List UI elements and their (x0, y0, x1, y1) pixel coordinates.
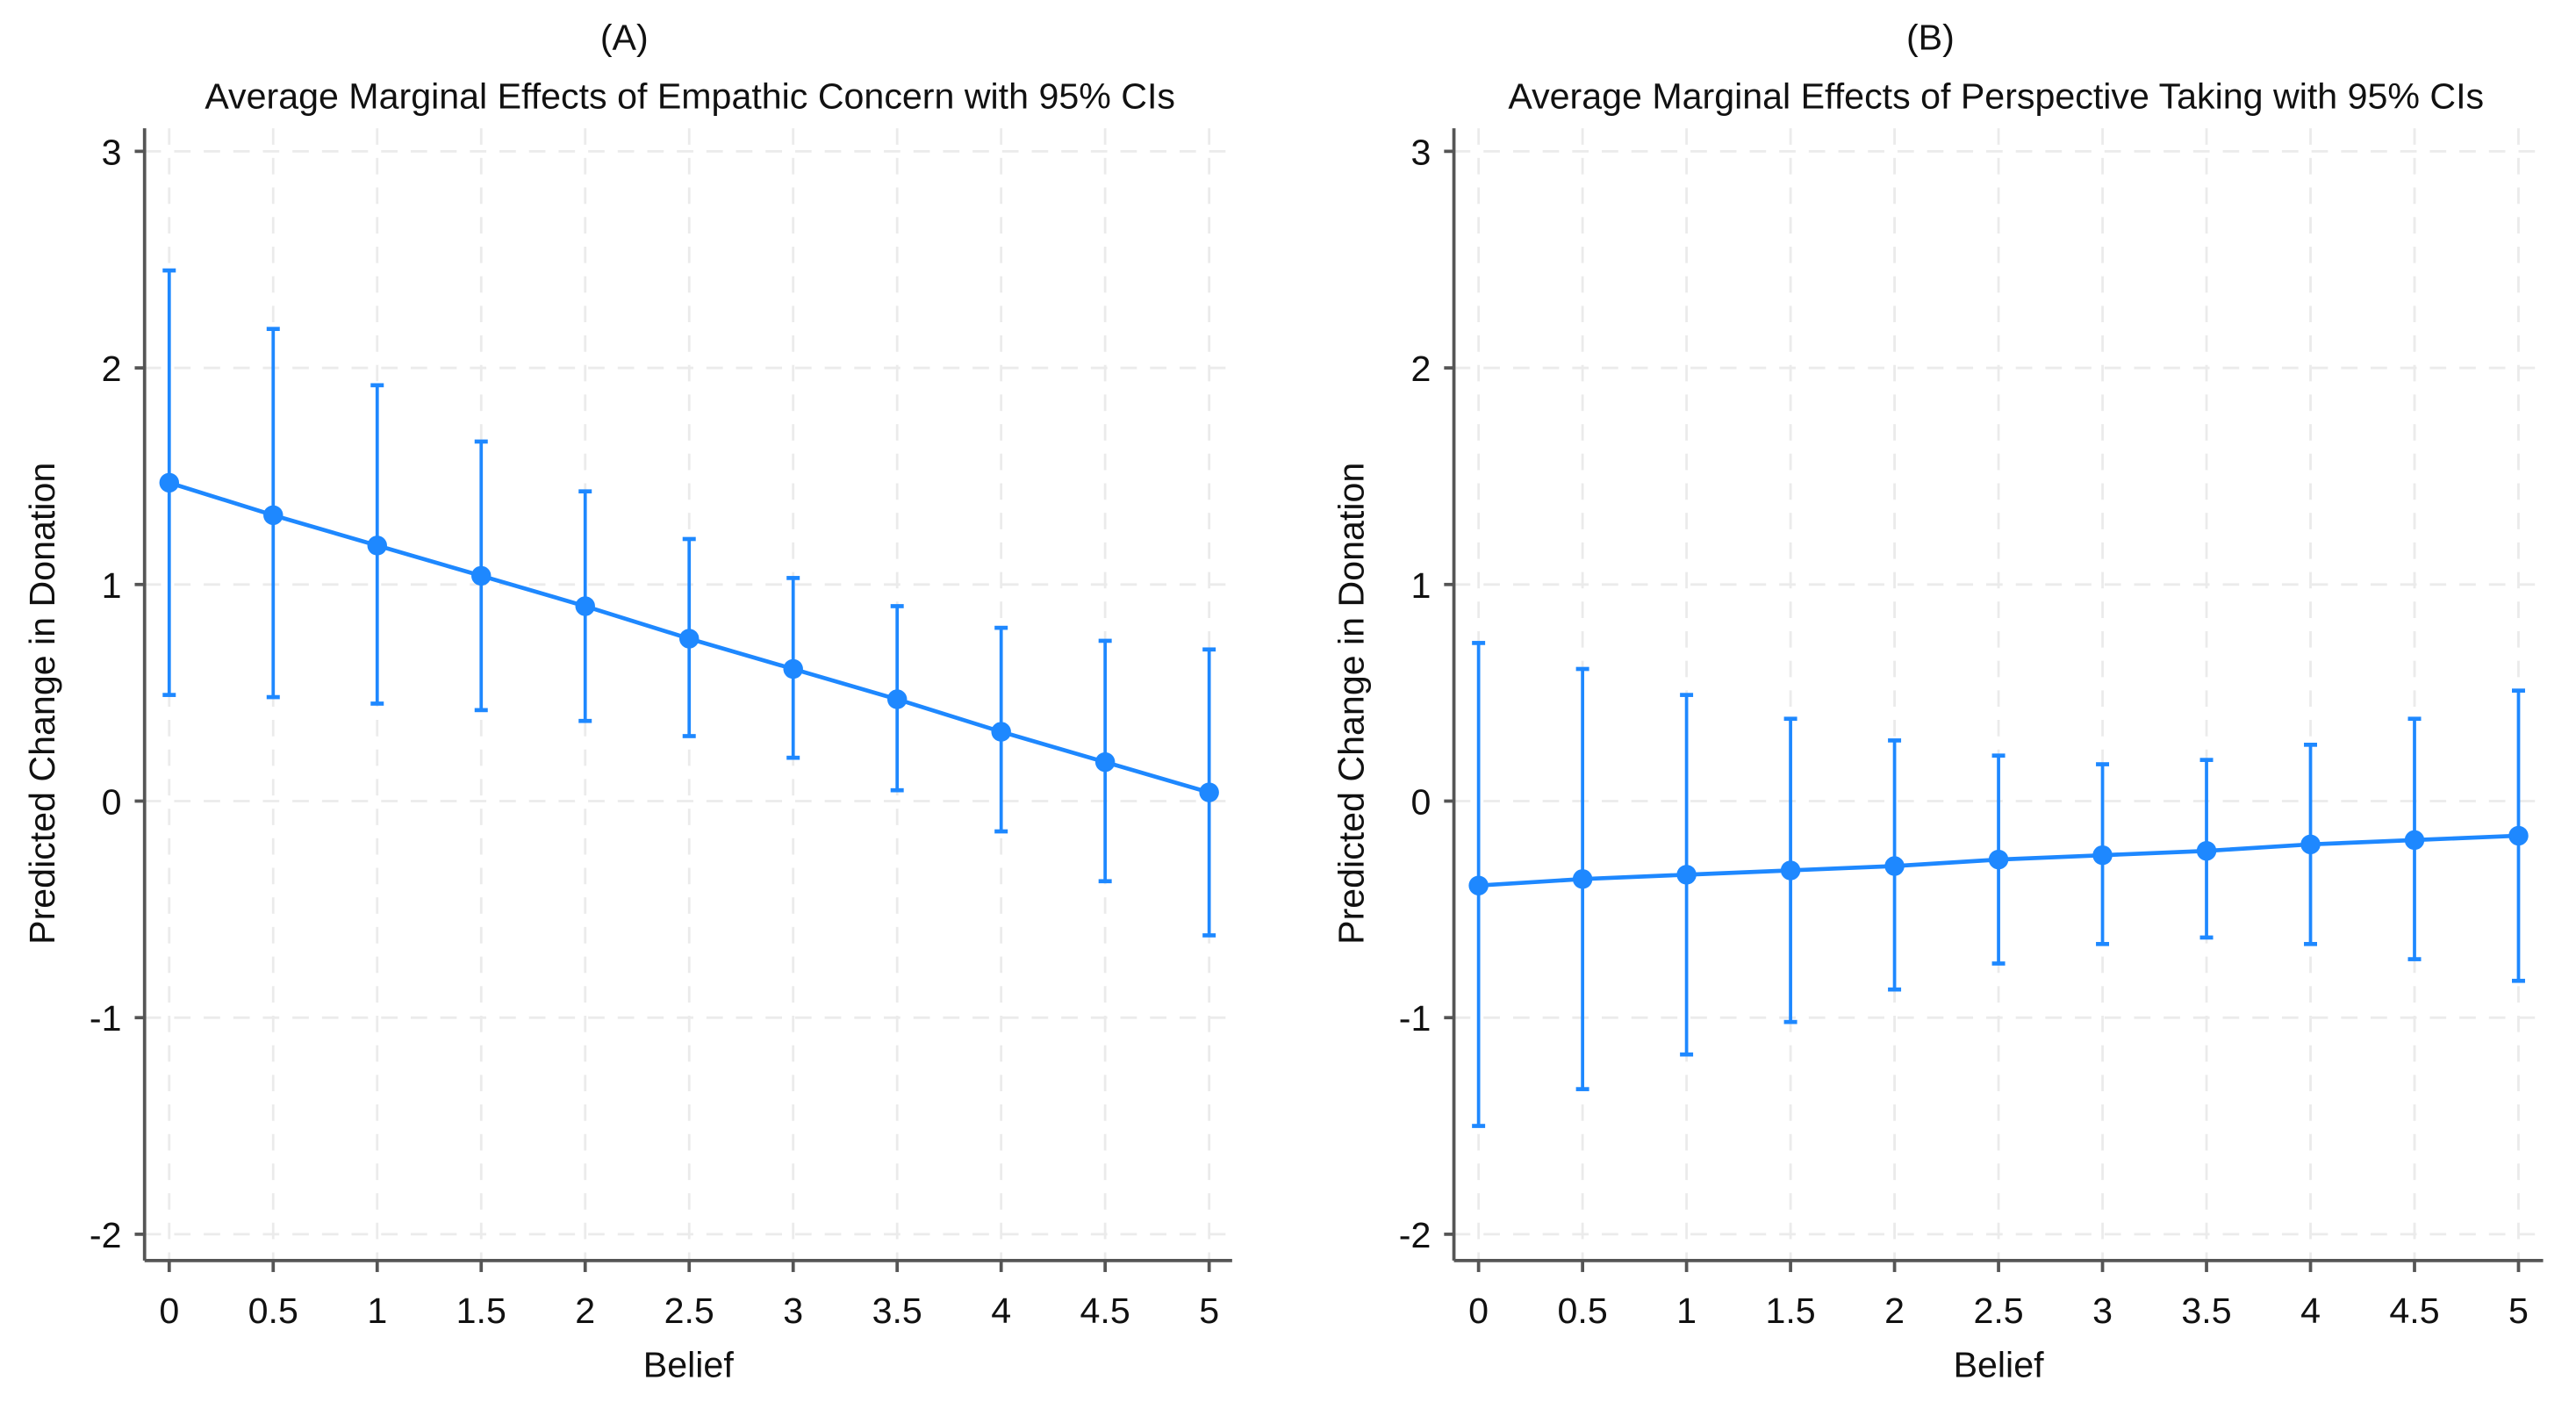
y-tick-label: 3 (1410, 132, 1431, 172)
estimate-point (1988, 849, 2009, 870)
chart-title: Average Marginal Effects of Empathic Con… (205, 76, 1175, 117)
x-tick-label: 2.5 (1973, 1291, 2023, 1331)
estimate-point (678, 629, 700, 649)
chart-panel-a: (A) Average Marginal Effects of Empathic … (22, 17, 1232, 1385)
x-tick-label: 3 (2092, 1291, 2113, 1331)
x-tick-label: 1.5 (1765, 1291, 1815, 1331)
x-tick-label: 0.5 (1558, 1291, 1608, 1331)
x-tick-label: 4 (2300, 1291, 2321, 1331)
estimate-point (2092, 845, 2113, 866)
estimate-point (1199, 782, 1219, 802)
y-tick-label: -2 (1399, 1215, 1432, 1255)
estimate-point (1676, 865, 1697, 885)
y-tick-label: -1 (90, 998, 122, 1039)
x-tick-label: 3 (783, 1291, 803, 1331)
estimate-point (575, 596, 595, 616)
y-tick-label: 0 (102, 781, 122, 822)
x-tick-label: 5 (2508, 1291, 2529, 1331)
x-tick-label: 1 (367, 1291, 387, 1331)
y-tick-label: 3 (102, 132, 122, 172)
estimate-point (471, 565, 492, 586)
x-tick-label: 4.5 (1080, 1291, 1130, 1331)
chart-title: Average Marginal Effects of Perspective … (1508, 76, 2484, 117)
y-axis-label: Predicted Change in Donation (1331, 463, 1372, 945)
y-tick-label: 1 (102, 565, 122, 606)
estimate-point (1780, 860, 1801, 881)
x-tick-label: 3.5 (2181, 1291, 2231, 1331)
x-axis-label: Belief (643, 1345, 735, 1385)
estimate-point (1884, 856, 1905, 876)
x-tick-label: 1 (1676, 1291, 1697, 1331)
x-tick-label: 0 (1468, 1291, 1489, 1331)
estimate-point (367, 536, 387, 556)
x-tick-label: 3.5 (872, 1291, 922, 1331)
estimate-point (1468, 875, 1489, 895)
x-tick-label: 2 (575, 1291, 595, 1331)
estimate-point (991, 722, 1011, 742)
y-tick-label: 2 (1410, 349, 1431, 389)
y-axis-label: Predicted Change in Donation (22, 463, 62, 945)
x-tick-label: 4 (991, 1291, 1011, 1331)
y-tick-label: -2 (90, 1215, 122, 1255)
x-tick-label: 0.5 (248, 1291, 298, 1331)
x-tick-label: 1.5 (456, 1291, 506, 1331)
y-tick-label: 0 (1410, 781, 1431, 822)
estimate-point (1572, 869, 1593, 889)
estimate-point (263, 505, 283, 526)
x-tick-label: 2.5 (664, 1291, 714, 1331)
panel-label: (A) (600, 17, 649, 57)
y-tick-label: -1 (1399, 998, 1432, 1039)
panel-label: (B) (1906, 17, 1955, 57)
estimate-point (2508, 825, 2529, 846)
x-axis-label: Belief (1954, 1345, 2045, 1385)
y-tick-label: 2 (102, 349, 122, 389)
x-tick-label: 0 (159, 1291, 179, 1331)
estimate-point (159, 472, 180, 493)
chart-panel-b: (B) Average Marginal Effects of Perspecti… (1331, 17, 2544, 1385)
estimate-point (886, 689, 908, 709)
estimate-point (2196, 841, 2217, 861)
estimate-point (783, 658, 803, 679)
estimate-point (1094, 751, 1116, 773)
estimate-point (2300, 834, 2321, 855)
y-tick-label: 1 (1410, 565, 1431, 606)
x-tick-label: 4.5 (2389, 1291, 2439, 1331)
x-tick-label: 5 (1199, 1291, 1219, 1331)
estimate-point (2404, 830, 2425, 851)
x-tick-label: 2 (1884, 1291, 1905, 1331)
